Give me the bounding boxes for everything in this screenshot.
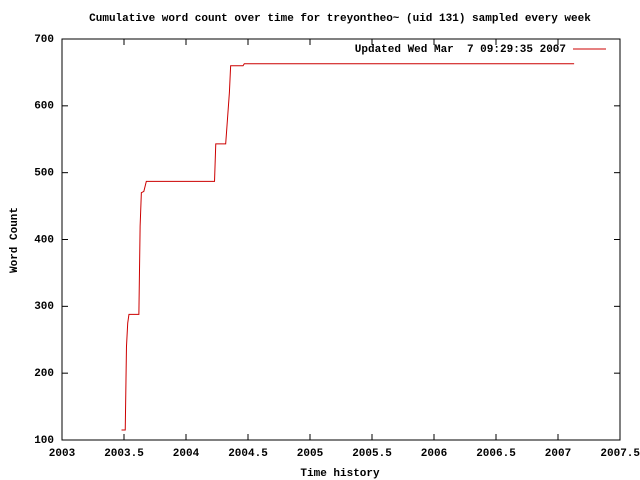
x-tick-label: 2006: [421, 448, 447, 460]
x-tick-label: 2004: [173, 448, 200, 460]
data-line: [121, 63, 575, 431]
y-tick-label: 400: [34, 234, 54, 246]
x-tick-label: 2005: [297, 448, 324, 460]
x-tick-label: 2003: [49, 448, 76, 460]
x-tick-label: 2003.5: [104, 448, 144, 460]
legend-label: Updated Wed Mar 7 09:29:35 2007: [355, 44, 566, 56]
x-tick-label: 2007.5: [600, 448, 640, 460]
y-tick-label: 100: [34, 435, 54, 447]
y-tick-label: 500: [34, 168, 54, 180]
y-axis-label: Word Count: [9, 207, 21, 273]
y-tick-label: 600: [34, 101, 54, 113]
y-tick-label: 300: [34, 301, 54, 313]
x-tick-label: 2004.5: [228, 448, 268, 460]
x-tick-label: 2006.5: [476, 448, 516, 460]
plot-frame: [61, 38, 621, 441]
y-tick-label: 700: [34, 34, 54, 46]
y-tick-label: 200: [34, 368, 54, 380]
x-tick-label: 2005.5: [352, 448, 392, 460]
chart-title: Cumulative word count over time for trey…: [89, 13, 591, 25]
x-tick-label: 2007: [545, 448, 571, 460]
x-axis-label: Time history: [300, 468, 380, 480]
